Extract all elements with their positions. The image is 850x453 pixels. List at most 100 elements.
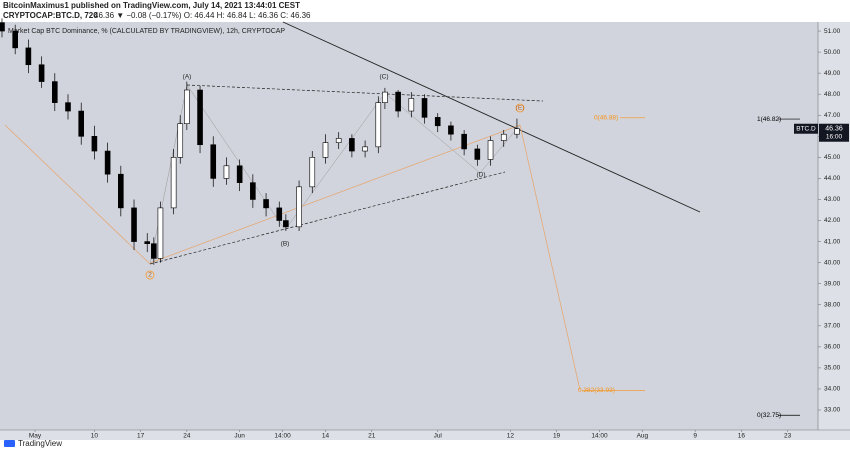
y-tick-label: 43.00 — [824, 196, 841, 203]
candle-body — [118, 173, 124, 209]
candle-body — [144, 241, 151, 244]
candle-body — [170, 157, 177, 209]
candle-body — [210, 144, 217, 179]
y-tick-label: 42.00 — [824, 217, 841, 224]
descending-resistance — [282, 21, 701, 213]
x-tick-label: 14:00 — [274, 433, 291, 440]
candle-body — [434, 117, 441, 127]
x-tick-label: 10 — [91, 433, 99, 440]
candle-body — [448, 125, 454, 135]
x-tick-label: 12 — [507, 433, 515, 440]
candle-body — [78, 110, 85, 137]
candle-body — [276, 207, 283, 221]
logo: TradingView — [4, 439, 62, 448]
x-tick-label: 9 — [693, 433, 697, 440]
y-tick-label: 48.00 — [824, 91, 841, 98]
candle-body — [375, 102, 382, 148]
wave-circle — [145, 270, 155, 280]
candle-body — [91, 136, 98, 152]
orange-trendline — [149, 124, 521, 264]
symbol: CRYPTOCAP:BTC.D, 720 — [3, 11, 98, 20]
x-tick-label: 19 — [553, 433, 561, 440]
y-tick-label: 44.00 — [824, 175, 841, 182]
x-tick-label: 23 — [784, 433, 792, 440]
x-tick-label: May — [29, 433, 42, 440]
candle-body — [309, 157, 316, 188]
candle-body — [197, 89, 203, 146]
fib-label: 0(32.75) — [757, 412, 781, 419]
candle-body — [25, 47, 32, 66]
candle-body — [514, 128, 520, 135]
candle-body — [151, 243, 157, 259]
y-tick-label: 33.00 — [824, 407, 841, 414]
wave-label: (A) — [183, 74, 192, 81]
candle-body — [382, 91, 388, 103]
symbol-tag — [794, 123, 818, 134]
x-tick-label: Aug — [637, 433, 649, 440]
x-tick-label: 14:00 — [591, 433, 608, 440]
fib-label: 1(46.82) — [757, 116, 781, 123]
y-tick-label: 51.00 — [824, 28, 841, 35]
y-tick-label: 36.00 — [824, 344, 841, 351]
x-tick-label: 16 — [738, 433, 746, 440]
candles — [0, 18, 520, 265]
candle-body — [131, 207, 137, 242]
drawings — [4, 21, 701, 391]
y-tick-label: 41.00 — [824, 238, 841, 245]
lower-trendline — [149, 171, 506, 265]
x-axis-bg — [0, 430, 850, 440]
y-tick-label: 34.00 — [824, 386, 841, 393]
logo-icon — [4, 440, 15, 447]
wave-path — [149, 84, 521, 265]
y-tick-label: 35.00 — [824, 365, 841, 372]
wave-label: (C) — [379, 74, 388, 81]
wave-label: (D) — [476, 172, 485, 179]
x-tick-label: Jul — [434, 433, 443, 440]
candle-body — [263, 199, 269, 209]
candle-body — [408, 98, 415, 112]
x-tick-label: 21 — [368, 433, 376, 440]
y-tick-label: 37.00 — [824, 323, 841, 330]
candle-body — [236, 165, 243, 183]
y-tick-label: 47.00 — [824, 112, 841, 119]
y-tick-label: 49.00 — [824, 70, 841, 77]
candle-body — [474, 148, 481, 160]
price-tag — [819, 123, 849, 142]
candle-body — [177, 123, 184, 158]
candle-body — [395, 91, 401, 112]
candle-body — [322, 142, 329, 158]
wave-label: 2 — [148, 272, 152, 279]
wave-circle — [515, 103, 525, 113]
candle-body — [296, 186, 302, 228]
candle-body — [461, 133, 467, 150]
candle-body — [0, 22, 5, 32]
candle-body — [362, 146, 368, 152]
candle-body — [500, 133, 507, 141]
y-tick-label: 39.00 — [824, 280, 841, 287]
candle-body — [65, 102, 71, 112]
ohlc-legend: 46.36 ▼ −0.08 (−0.17%) O: 46.44 H: 46.84… — [94, 11, 311, 20]
candle-body — [349, 138, 355, 152]
y-axis-bg — [818, 22, 850, 430]
wave-label: (E) — [516, 105, 525, 112]
projection-line — [519, 124, 581, 391]
series-title: Market Cap BTC Dominance, % (CALCULATED … — [8, 28, 285, 35]
candle-body — [104, 150, 111, 175]
candle-body — [283, 220, 289, 228]
candle-body — [157, 207, 164, 259]
symbol-tag-label: BTC.D — [796, 125, 816, 132]
y-tick-label: 40.00 — [824, 259, 841, 266]
y-tick-label: 50.00 — [824, 49, 841, 56]
candle-body — [250, 182, 256, 200]
brand: TradingView — [18, 439, 62, 448]
candle-body — [487, 140, 494, 160]
x-tick-label: 17 — [137, 433, 145, 440]
upper-trendline — [186, 84, 544, 102]
y-tick-label: 45.00 — [824, 154, 841, 161]
candle-body — [51, 81, 58, 103]
plot-bg — [0, 22, 818, 430]
price-tag-time: 16:00 — [826, 133, 843, 140]
candle-body — [421, 98, 428, 118]
orange-wave-line — [4, 124, 151, 265]
